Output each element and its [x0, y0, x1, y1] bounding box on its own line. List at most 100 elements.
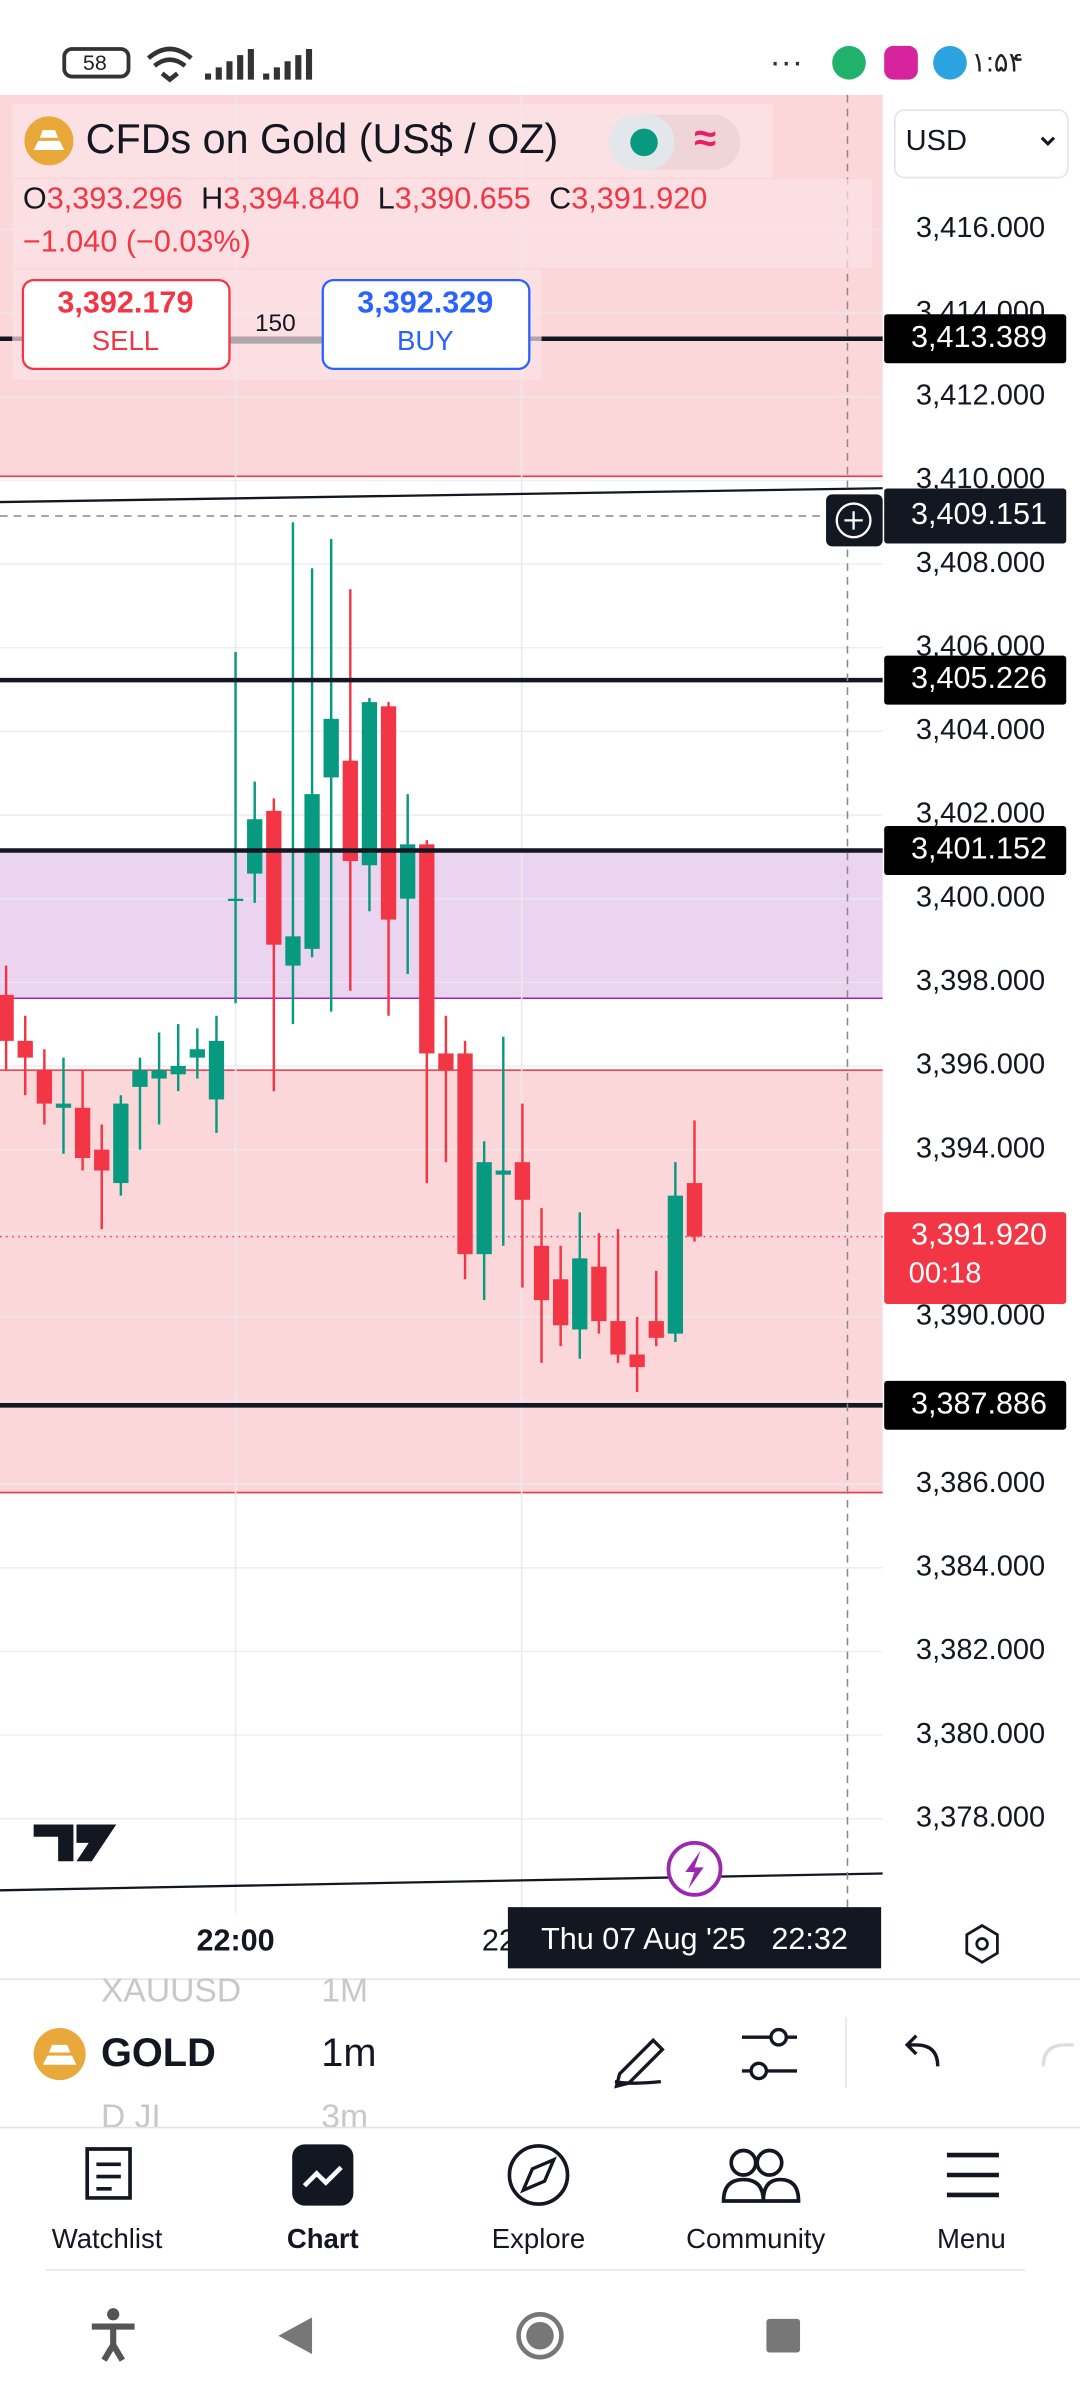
crosshair-badge	[884, 488, 1067, 544]
delayed-icon: ≈	[694, 116, 716, 160]
battery	[62, 47, 131, 79]
crosshair-time-badge	[507, 1907, 882, 1969]
clock: ۱:۵۴	[971, 47, 1023, 78]
level-label: 3,401.152	[911, 832, 1047, 866]
redo	[1041, 2043, 1074, 2067]
indicators-tool[interactable]	[741, 2035, 797, 2073]
candle-body	[553, 1279, 569, 1326]
crosshair-label: 3,409.151	[911, 497, 1047, 531]
ohlc-key: H	[201, 182, 223, 216]
candle-body	[247, 819, 263, 874]
candle-body	[361, 702, 378, 866]
y-tick-label: 3,394.000	[916, 1132, 1045, 1164]
app-icon	[832, 45, 866, 80]
home-button[interactable]	[516, 2311, 564, 2360]
chart-icon[interactable]	[292, 2144, 354, 2206]
symbol-icon-bars	[33, 130, 65, 150]
ohlc-bg	[12, 179, 872, 268]
tv-logo	[33, 1824, 117, 1862]
sell-button[interactable]	[21, 278, 231, 371]
more-dots: ···	[769, 44, 803, 81]
y-tick-label: 3,386.000	[916, 1467, 1045, 1499]
candle-body	[266, 810, 282, 945]
spread: 150	[255, 310, 296, 337]
candle-body	[400, 844, 416, 899]
prev-interval: 1M	[321, 1973, 368, 2010]
candle-body	[438, 1053, 454, 1071]
candle-body	[514, 1162, 531, 1200]
symbol-icon	[33, 2028, 86, 2081]
recents-button[interactable]	[766, 2318, 801, 2353]
app-icon	[933, 45, 967, 80]
candle-body	[323, 718, 339, 778]
nav-label: Menu	[937, 2223, 1006, 2254]
candle-body	[686, 1183, 703, 1237]
menu-icon[interactable]	[946, 2152, 999, 2198]
nav-label: Watchlist	[52, 2223, 163, 2254]
level-badge	[884, 655, 1067, 705]
candle-body	[189, 1049, 205, 1058]
next-interval: 3m	[321, 2098, 368, 2135]
draw-tool[interactable]	[614, 2037, 665, 2089]
candle-body	[55, 1103, 72, 1108]
level-badge	[884, 1380, 1067, 1430]
home-dot	[526, 2321, 554, 2350]
chart-icon-line	[302, 2165, 343, 2188]
undo[interactable]	[904, 2034, 940, 2067]
current-price-badge	[884, 1212, 1067, 1304]
accessibility-icon[interactable]	[107, 2308, 120, 2321]
countdown: 00:18	[909, 1258, 982, 1290]
ohlc-key: C	[549, 182, 571, 216]
community-icon	[755, 2148, 784, 2177]
currency-select[interactable]	[894, 109, 1069, 179]
y-tick-label: 3,416.000	[916, 212, 1045, 244]
candle-body	[533, 1245, 550, 1301]
zone	[0, 850, 883, 999]
plus-icon	[844, 511, 863, 530]
watchlist-icon[interactable]	[85, 2147, 132, 2200]
back-button[interactable]	[278, 2317, 313, 2355]
battery-level: 58	[83, 51, 107, 75]
indicators-knob	[769, 2027, 788, 2047]
sell-label: SELL	[92, 325, 159, 356]
y-tick-label: 3,398.000	[916, 965, 1045, 997]
trend-line	[0, 1872, 883, 1892]
settings-icon[interactable]	[965, 1923, 999, 1964]
symbol-icon-bars	[42, 2044, 77, 2065]
status-bar	[0, 0, 1080, 95]
price-axis: 3,416.0003,414.0003,412.0003,410.0003,40…	[884, 212, 1067, 1833]
candle-body	[36, 1070, 53, 1104]
candle-body	[227, 898, 244, 901]
level-label: 3,387.886	[911, 1386, 1047, 1420]
candle-body	[170, 1065, 186, 1075]
community-icon[interactable]	[729, 2148, 758, 2177]
candle-body	[591, 1266, 607, 1322]
explore-needle	[519, 2156, 557, 2194]
ohlc-key: L	[378, 182, 395, 216]
ohlc-value: 3,391.920	[571, 182, 707, 216]
currency: USD	[906, 125, 967, 157]
level-label: 3,413.389	[911, 320, 1047, 354]
buy-button[interactable]	[321, 278, 531, 371]
wifi-icon	[146, 46, 193, 83]
y-tick-label: 3,400.000	[916, 881, 1045, 913]
y-tick-label: 3,412.000	[916, 380, 1045, 412]
y-tick-label: 3,396.000	[916, 1049, 1045, 1081]
candle-body	[648, 1321, 664, 1338]
buy-price: 3,392.329	[357, 286, 493, 320]
candle-body	[74, 1107, 91, 1158]
candle-body	[629, 1354, 645, 1368]
symbol[interactable]: GOLD	[101, 2031, 216, 2075]
candle-body	[94, 1149, 110, 1171]
zone	[0, 1070, 883, 1493]
interval[interactable]: 1m	[321, 2031, 376, 2075]
explore-icon[interactable]	[507, 2144, 570, 2206]
ohlc-value: 3,393.296	[47, 182, 183, 216]
candle-body	[132, 1070, 148, 1087]
candle-body	[667, 1195, 684, 1334]
level-badge	[884, 826, 1067, 876]
crosshair-time: Thu 07 Aug '25 22:32	[541, 1922, 848, 1956]
nav-label: Community	[686, 2223, 825, 2254]
current-price-label: 3,391.920	[911, 1218, 1047, 1252]
